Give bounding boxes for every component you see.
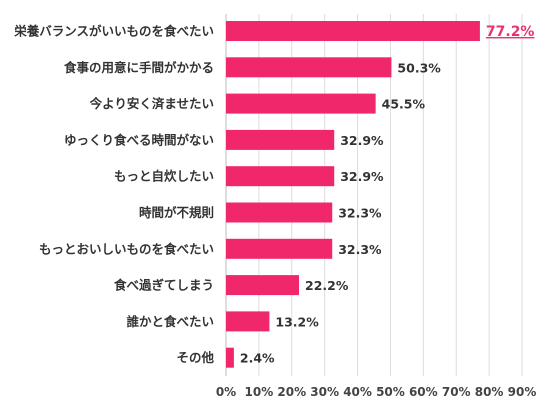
bar (226, 202, 333, 223)
x-tick-label: 20% (277, 385, 306, 399)
x-tick-label: 80% (475, 385, 504, 399)
value-label: 22.2% (305, 278, 349, 293)
x-tick-label: 70% (442, 385, 471, 399)
value-label: 50.3% (397, 60, 441, 75)
x-tick-label: 40% (343, 385, 372, 399)
x-tick-label: 30% (310, 385, 339, 399)
value-label: 13.2% (275, 314, 319, 329)
value-label: 32.3% (338, 242, 382, 257)
category-label: 時間が不規則 (139, 205, 214, 220)
value-label: 32.9% (340, 133, 384, 148)
value-labels: 77.2% 50.3% 45.5% 32.9% 32.9% 32.3% 32.3% 22.2%… (240, 24, 535, 366)
bar (226, 166, 335, 187)
x-tick-label: 90% (508, 385, 536, 399)
bars (226, 21, 480, 368)
category-label: 食べ過ぎてしまう (113, 278, 214, 293)
x-tick-label: 60% (409, 385, 438, 399)
value-label: 77.2% (486, 24, 535, 40)
bar (226, 93, 376, 114)
x-tick-label: 0% (216, 385, 236, 399)
value-label: 32.3% (338, 206, 382, 221)
value-label: 32.9% (340, 169, 384, 184)
value-label: 2.4% (240, 351, 275, 366)
category-label: 食事の用意に手間がかかる (63, 60, 214, 75)
category-label: もっと自炊したい (114, 169, 214, 184)
bar (226, 275, 300, 296)
value-label: 45.5% (382, 97, 426, 112)
category-label: 栄養バランスがいいものを食べたい (13, 24, 214, 39)
bar (226, 311, 270, 332)
category-label: もっとおいしいものを食べたい (39, 241, 214, 256)
category-label: 今より安く済ませたい (89, 96, 214, 111)
category-label: 誰かと食べたい (126, 314, 214, 329)
bar (226, 129, 335, 150)
category-label: その他 (176, 350, 214, 365)
bar (226, 347, 234, 368)
category-label: ゆっくり食べる時間がない (64, 132, 214, 147)
bar (226, 238, 333, 259)
bar (226, 21, 480, 41)
x-tick-label: 10% (245, 385, 274, 399)
bar (226, 57, 392, 78)
category-labels: 栄養バランスがいいものを食べたい食事の用意に手間がかかる今より安く済ませたいゆっ… (13, 24, 214, 366)
x-tick-label: 50% (376, 385, 405, 399)
x-axis-ticks: 0% 10% 20% 30% 40% 50% 60% 70% 80% 90% (216, 385, 536, 399)
